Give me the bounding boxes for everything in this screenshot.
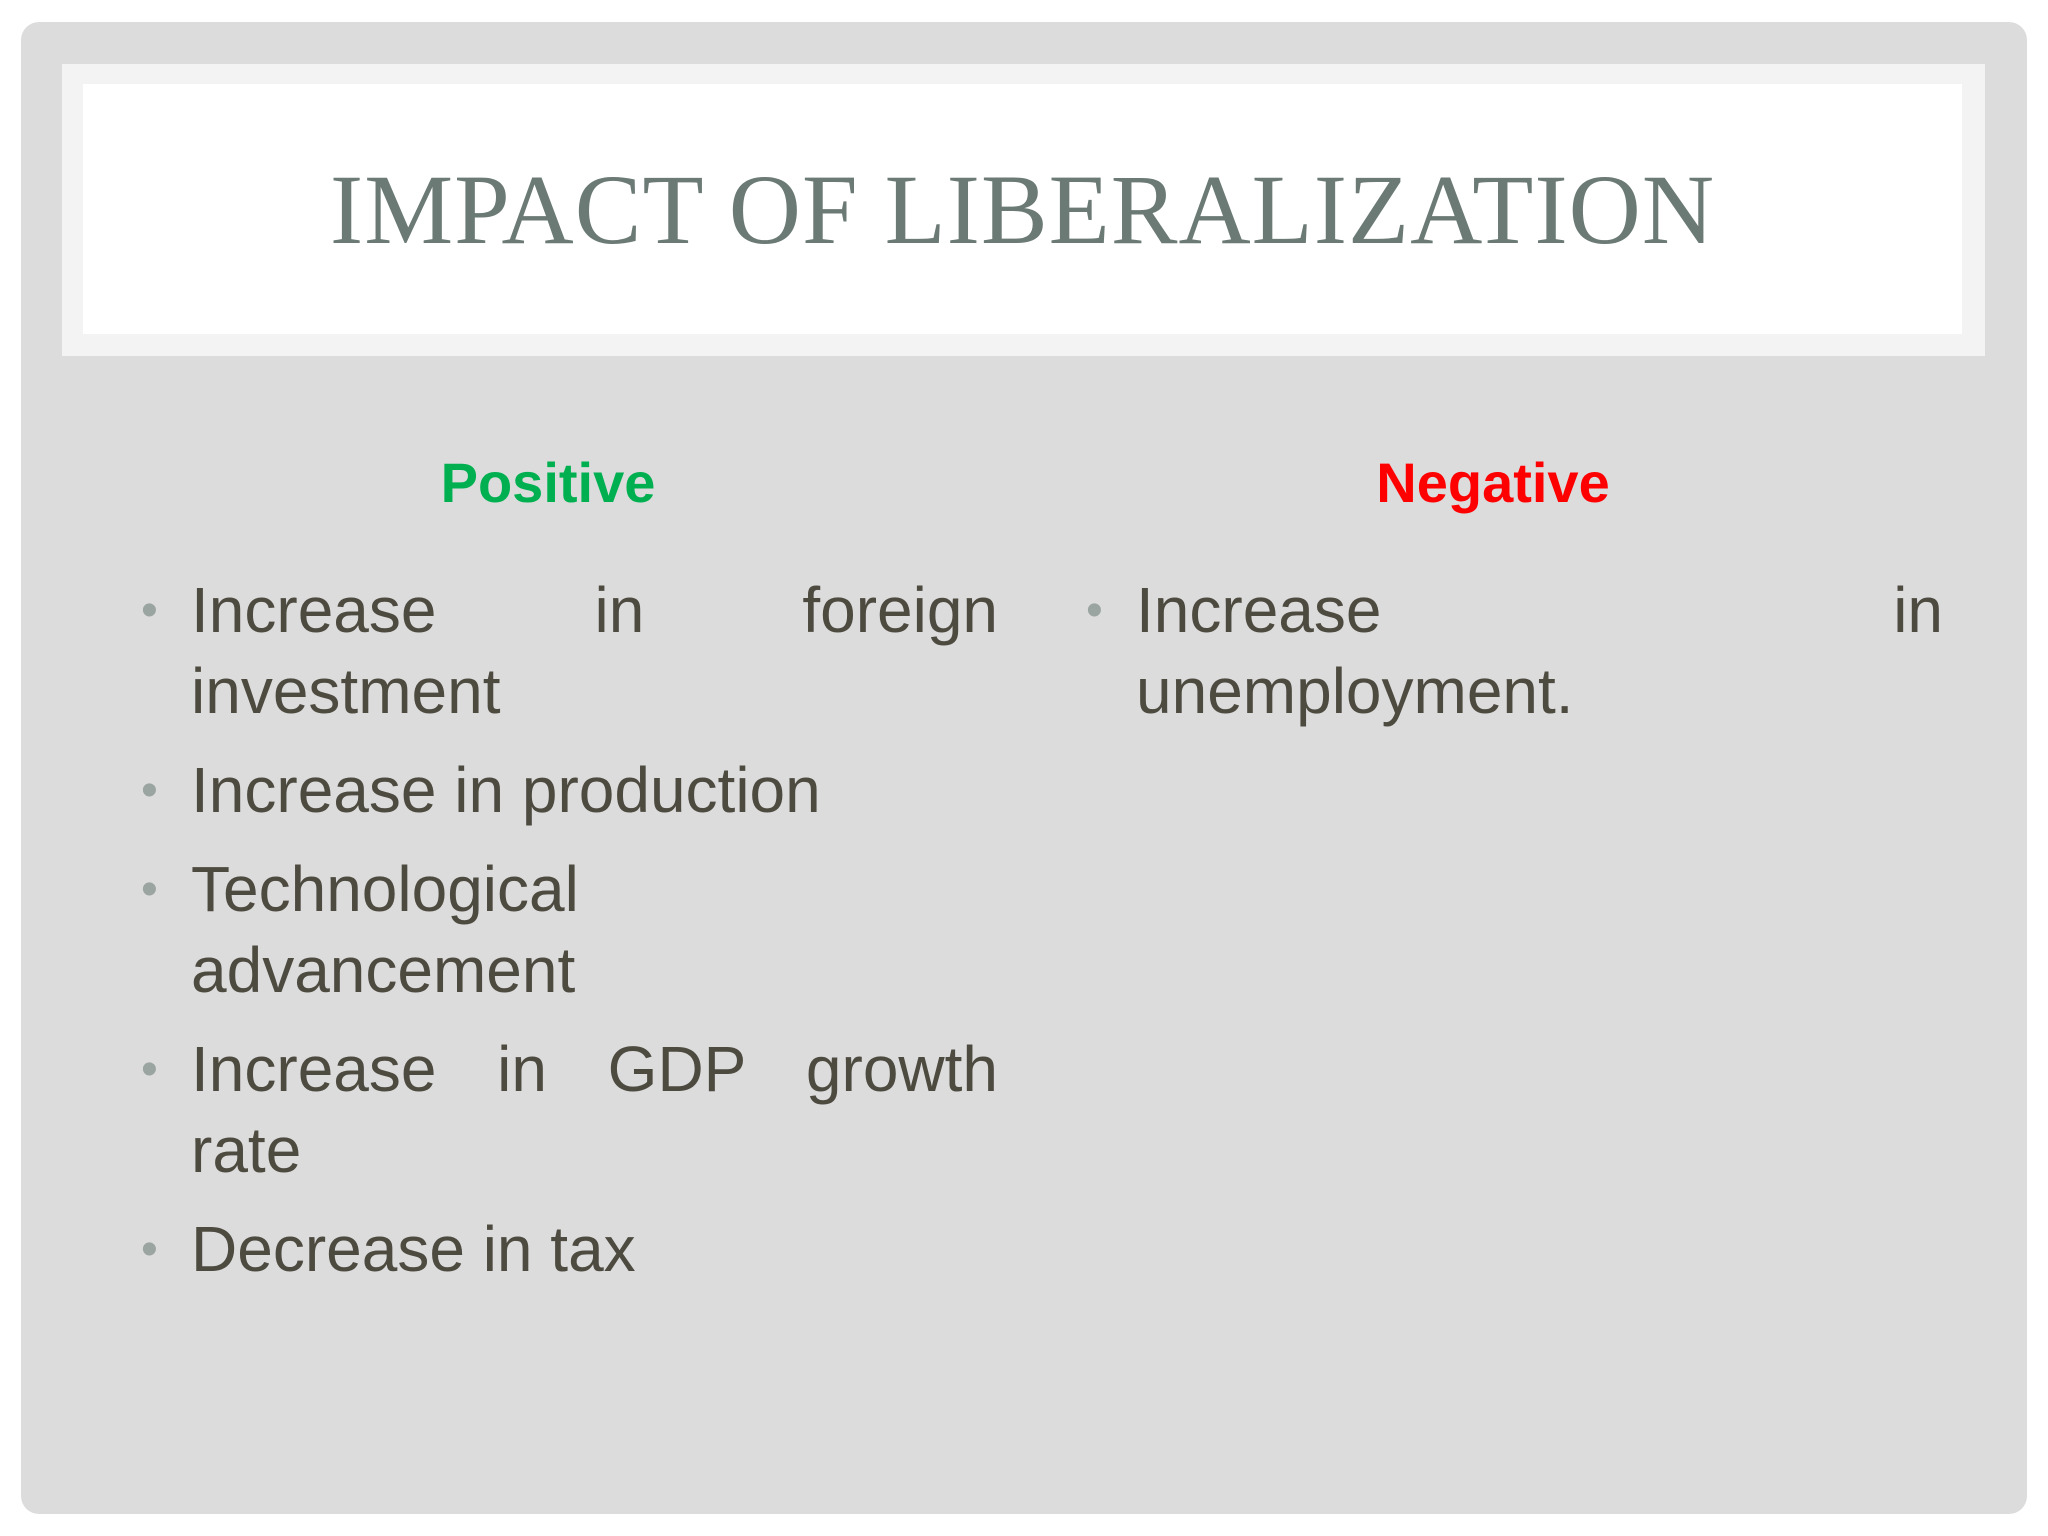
list-item: • Technological advancement	[141, 849, 998, 1011]
list-item: • Increase in production	[141, 750, 998, 831]
item-line: Technological	[191, 853, 579, 925]
item-line: Increase in foreign	[191, 574, 998, 646]
slide-title: IMPACT OF LIBERALIZATION	[329, 153, 1716, 265]
positive-heading: Positive	[440, 451, 656, 514]
list-item: • Decrease in tax	[141, 1209, 998, 1290]
bullet-icon: •	[141, 764, 158, 817]
bullet-icon: •	[141, 1223, 158, 1276]
item-line: unemployment.	[1136, 655, 1574, 727]
item-line: investment	[191, 655, 501, 727]
list-item: • Increase in foreign investment	[141, 570, 998, 732]
bullet-icon: •	[141, 584, 158, 637]
item-line: Increase in GDP growth	[191, 1033, 998, 1105]
item-line: Increase in production	[191, 754, 821, 826]
item-line: rate	[191, 1114, 302, 1186]
list-item: • Increase in GDP growth rate	[141, 1029, 998, 1191]
bullet-icon: •	[141, 863, 158, 916]
item-line: Increase in	[1136, 574, 1943, 646]
negative-heading: Negative	[1376, 451, 1610, 514]
positive-list: • Increase in foreign investment • Incre…	[141, 570, 998, 1308]
negative-list: • Increase in unemployment.	[1086, 570, 1943, 750]
bullet-icon: •	[1086, 584, 1103, 637]
list-item: • Increase in unemployment.	[1086, 570, 1943, 732]
item-line: Decrease in tax	[191, 1213, 636, 1285]
title-box: IMPACT OF LIBERALIZATION	[83, 84, 1962, 334]
item-line: advancement	[191, 934, 576, 1006]
title-band: IMPACT OF LIBERALIZATION	[62, 64, 1985, 356]
bullet-icon: •	[141, 1043, 158, 1096]
slide: IMPACT OF LIBERALIZATION Positive Negati…	[21, 22, 2027, 1514]
